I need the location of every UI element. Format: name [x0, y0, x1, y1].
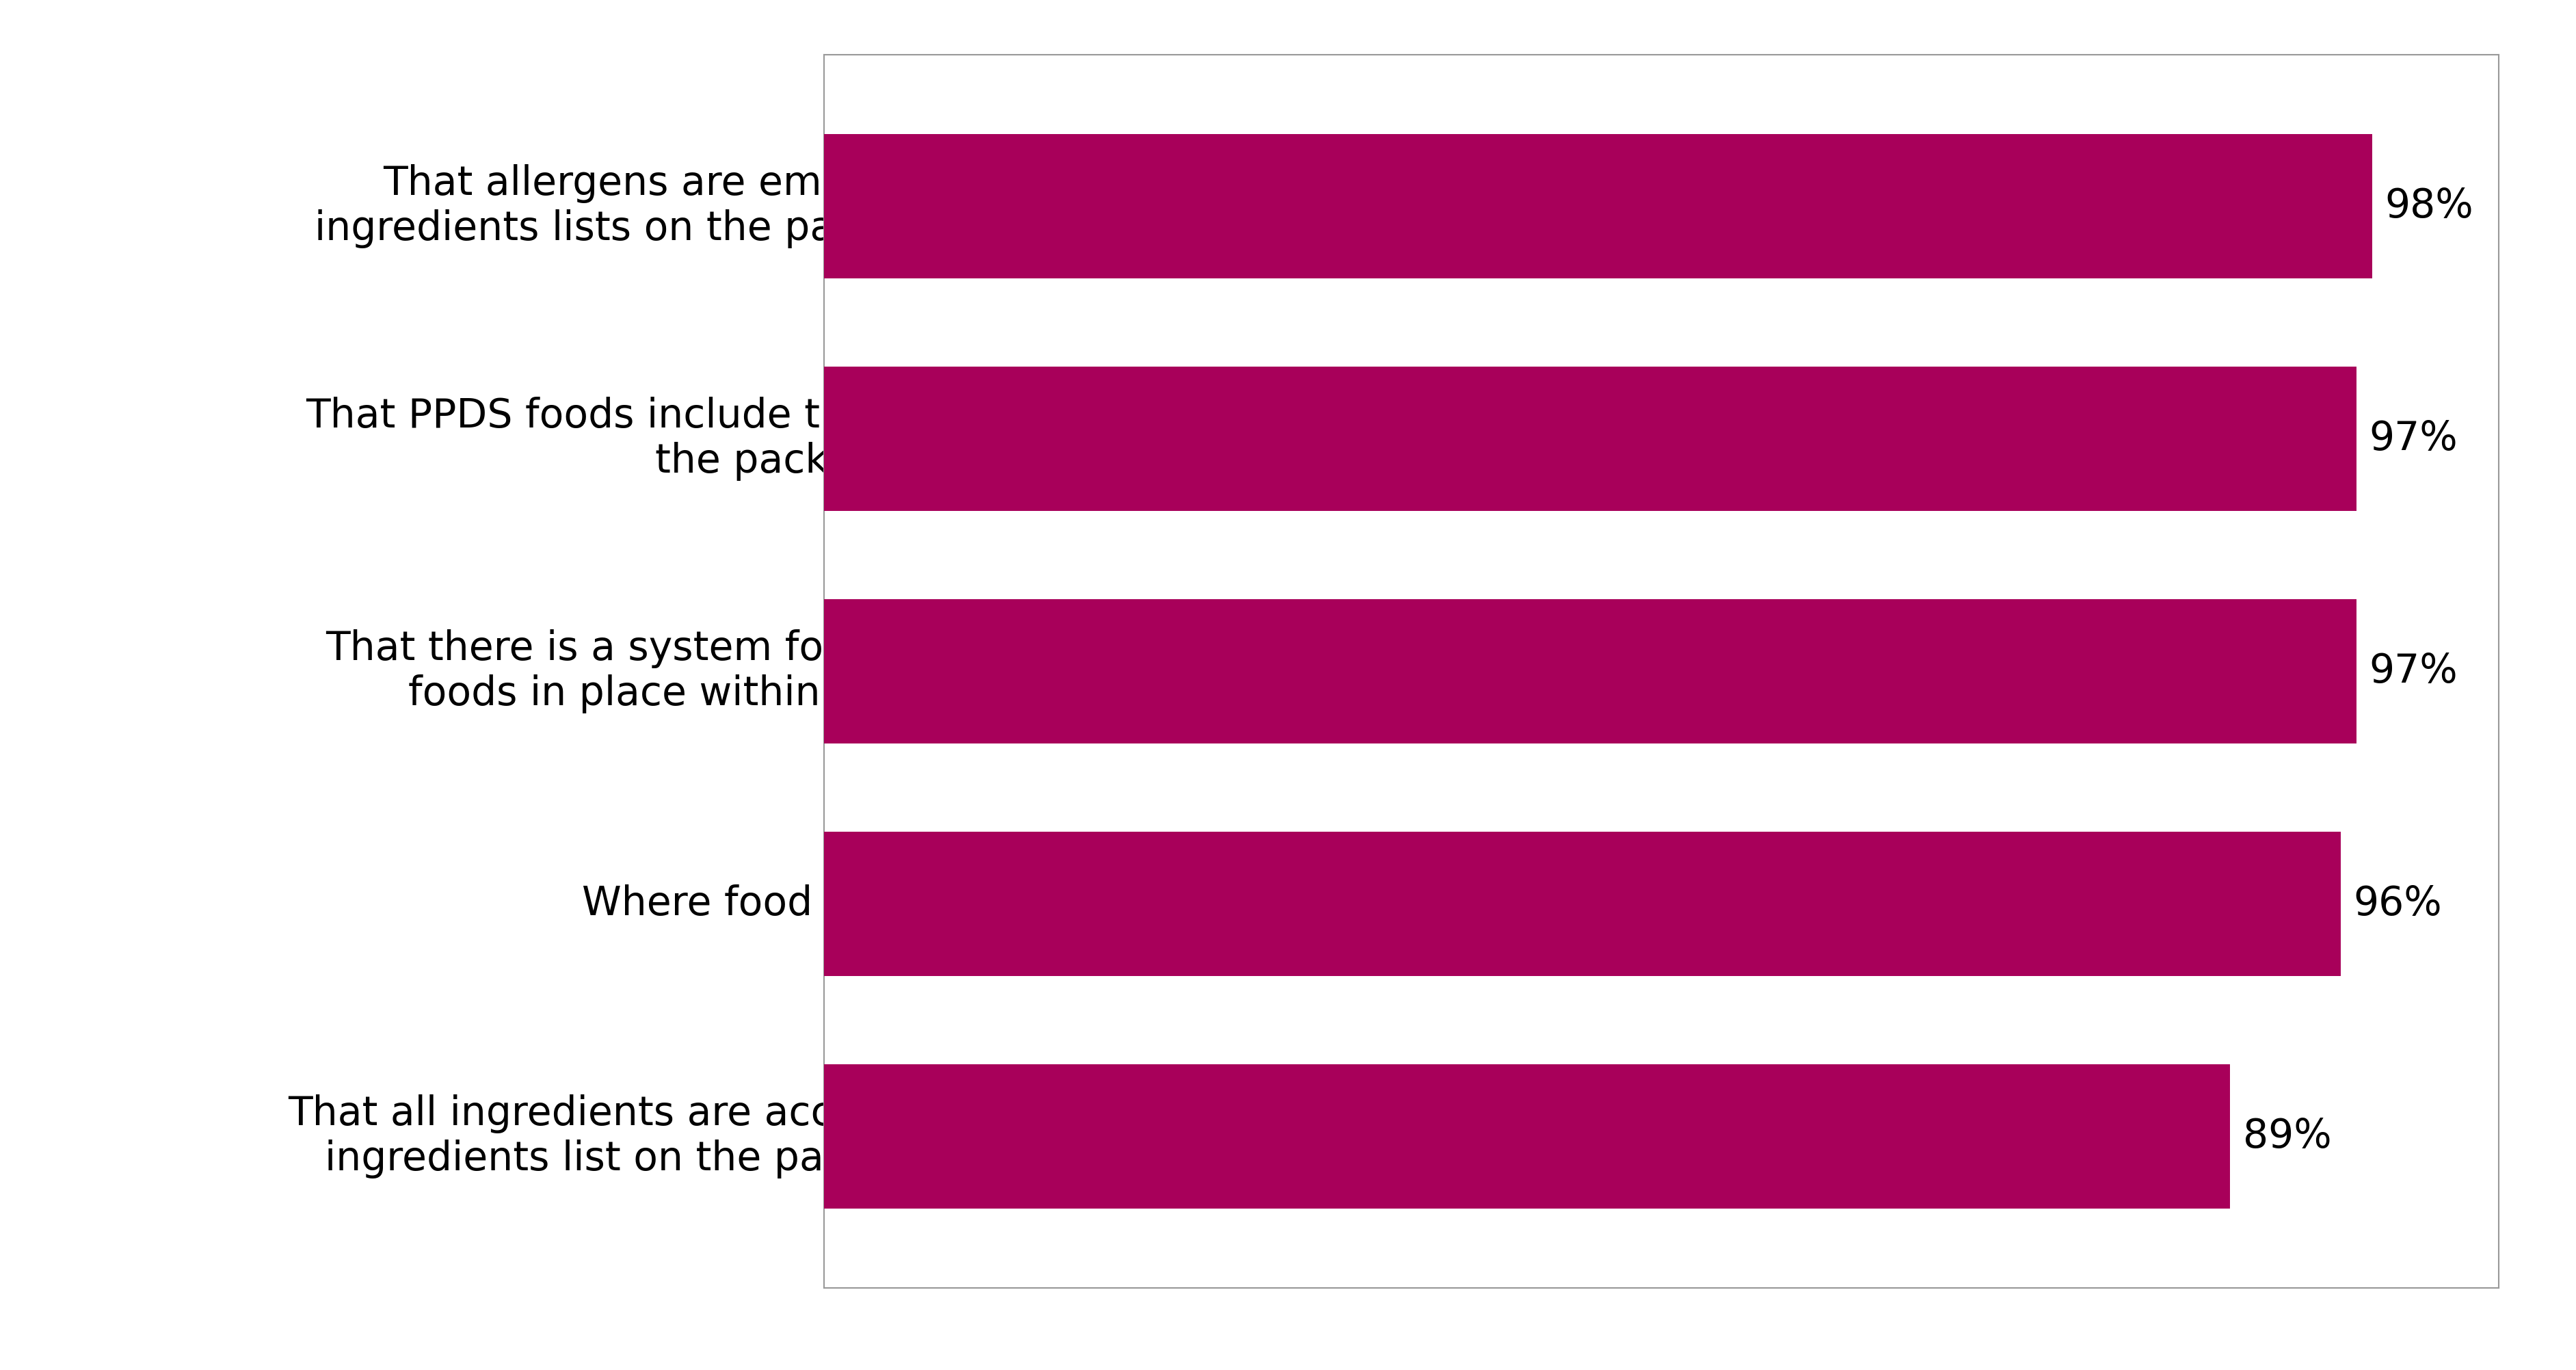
- Text: 97%: 97%: [2370, 652, 2458, 690]
- Bar: [824, 599, 2357, 744]
- Bar: [824, 367, 2357, 511]
- Bar: [824, 832, 2342, 975]
- Text: 96%: 96%: [2354, 885, 2442, 923]
- Text: 97%: 97%: [2370, 419, 2458, 458]
- Bar: [824, 1064, 2231, 1208]
- Text: 98%: 98%: [2385, 186, 2473, 226]
- Bar: [824, 134, 2372, 278]
- Text: 89%: 89%: [2244, 1117, 2331, 1156]
